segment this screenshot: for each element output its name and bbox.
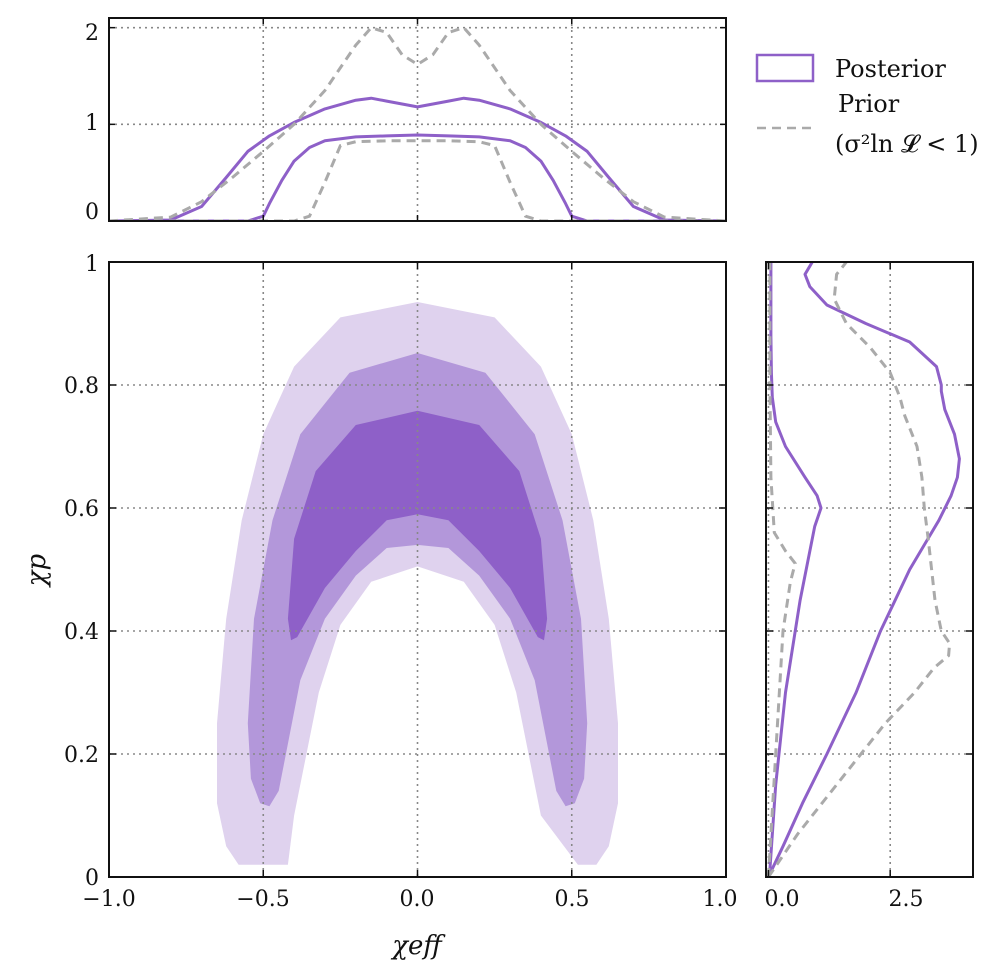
top-grid — [108, 18, 727, 222]
contour-inner — [287, 410, 548, 641]
top-ytick-labels: 0 1 2 — [85, 21, 99, 225]
top-ytick-label: 1 — [85, 111, 99, 136]
joint-ytick-labels: 0 0.2 0.4 0.6 0.8 1 — [64, 252, 99, 891]
right-xtick-label: 2.5 — [889, 887, 924, 912]
joint-ytick-label: 0.4 — [64, 620, 99, 645]
right-marginal-panel: 0.0 2.5 — [765, 261, 974, 912]
right-grid — [766, 261, 973, 878]
x-axis-title: χeff — [390, 931, 446, 961]
right-panel-frame — [765, 261, 974, 878]
right-xtick-labels: 0.0 2.5 — [765, 887, 924, 912]
joint-xtick-label: 1.0 — [703, 887, 738, 912]
right-xtick-label: 0.0 — [765, 887, 800, 912]
joint-xtick-label: 0.5 — [555, 887, 590, 912]
right-posterior-line — [767, 262, 961, 877]
top-prior-line — [109, 139, 726, 221]
joint-panel: 0 0.2 0.4 0.6 0.8 1 −1.0 −0.5 0.0 0.5 1.… — [22, 252, 738, 961]
top-marginal-panel: 0 1 2 — [85, 17, 727, 225]
right-ticks — [766, 261, 973, 878]
right-posterior-line — [767, 262, 823, 877]
top-ticks — [108, 18, 727, 222]
joint-xtick-label: −0.5 — [236, 887, 289, 912]
joint-ytick-label: 0.6 — [64, 497, 99, 522]
contour-group — [217, 302, 618, 865]
right-prior-line — [766, 262, 797, 877]
joint-ytick-label: 1 — [85, 252, 99, 277]
joint-ytick-label: 0 — [85, 866, 99, 891]
joint-ytick-label: 0.8 — [64, 374, 99, 399]
joint-xtick-label: 0.0 — [400, 887, 435, 912]
joint-ticks — [108, 261, 727, 878]
top-series-group — [109, 26, 726, 221]
top-ytick-label: 2 — [85, 21, 99, 46]
top-ytick-label: 0 — [85, 200, 99, 225]
joint-ytick-label: 0.2 — [64, 743, 99, 768]
legend: Posterior Prior (σ²ln 𝓛 < 1) — [755, 53, 979, 158]
top-posterior-line — [109, 96, 726, 221]
legend-prior-condition: (σ²ln 𝓛 < 1) — [835, 130, 979, 158]
y-axis-title: χp — [22, 553, 52, 588]
right-series-group — [766, 262, 961, 877]
legend-posterior-swatch — [755, 53, 815, 83]
legend-prior-label: Prior — [838, 90, 900, 118]
joint-xtick-label: −1.0 — [82, 887, 135, 912]
right-prior-line — [767, 262, 952, 877]
legend-posterior-label: Posterior — [835, 55, 946, 83]
joint-xtick-labels: −1.0 −0.5 0.0 0.5 1.0 — [82, 887, 737, 912]
top-posterior-line — [109, 133, 726, 221]
